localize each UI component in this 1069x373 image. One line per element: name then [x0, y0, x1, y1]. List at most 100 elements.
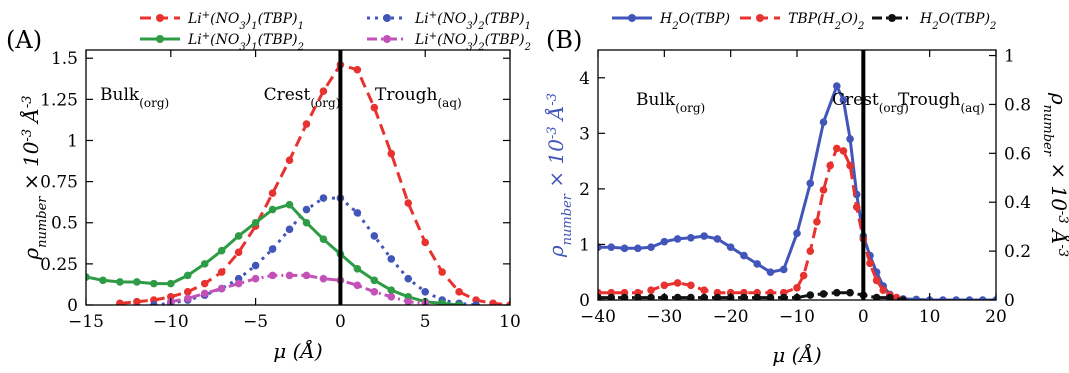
data-point	[700, 293, 708, 300]
x-tick-label: 10	[499, 312, 521, 332]
legend-label-part: H	[919, 11, 933, 27]
legend-label-part: )	[472, 32, 478, 48]
x-tick-label: −40	[580, 307, 616, 327]
legend-label-part: (TBP)	[485, 11, 525, 27]
annotation-base: Crest	[832, 90, 879, 110]
region-annotation: Trough(aq)	[898, 90, 985, 115]
data-point	[793, 229, 801, 238]
data-point	[268, 271, 277, 280]
data-point	[319, 274, 328, 283]
data-point	[779, 265, 788, 274]
data-point	[700, 232, 708, 240]
data-point	[753, 293, 761, 300]
data-point	[806, 247, 815, 255]
data-point	[978, 296, 987, 300]
data-point	[353, 281, 362, 290]
legend-label-part: (NO	[210, 11, 240, 27]
data-point	[647, 286, 655, 295]
data-point	[726, 243, 735, 252]
legend-label-part: (TBP)	[485, 32, 525, 48]
data-point	[647, 293, 655, 300]
legend-marker	[756, 14, 764, 22]
legend-label-part: +	[202, 10, 210, 21]
data-point	[387, 286, 396, 294]
label-part: 10	[1047, 185, 1069, 211]
data-point	[438, 299, 446, 305]
legend-label-part: Li	[187, 32, 202, 48]
series-line-1	[153, 196, 477, 305]
series-line-1	[598, 146, 904, 300]
data-point	[846, 135, 854, 143]
series-line-0	[598, 84, 996, 300]
label-part: number	[1041, 105, 1056, 157]
data-point	[607, 243, 616, 252]
data-point	[285, 156, 294, 165]
label-part: number	[35, 196, 50, 248]
label-part: 10	[544, 139, 568, 165]
series-line-3	[170, 273, 426, 305]
data-point	[217, 246, 226, 255]
data-point	[740, 293, 748, 300]
data-point	[455, 288, 463, 296]
data-point	[404, 297, 413, 305]
legend-label-part: O)	[841, 11, 858, 27]
legend-label-part: 3	[466, 21, 472, 32]
label-part: Å	[18, 108, 43, 129]
data-point	[713, 293, 722, 300]
data-point	[634, 293, 642, 300]
region-annotation: Trough(aq)	[375, 85, 462, 110]
legend-label-part: H	[659, 11, 673, 27]
region-annotation: Crest(org)	[832, 90, 909, 115]
legend-label: TBP(H2O)2	[788, 11, 864, 32]
data-point	[833, 144, 841, 153]
data-point	[302, 205, 311, 214]
y-tick-right-label: 1	[1004, 47, 1015, 67]
data-point	[992, 296, 996, 300]
legend-label-part: 2	[297, 42, 304, 53]
y-tick-right-label: 0.4	[1004, 193, 1031, 213]
data-point	[150, 301, 158, 305]
data-point	[826, 161, 834, 170]
annotation-base: Bulk	[100, 85, 140, 105]
data-point	[116, 299, 124, 305]
data-point	[421, 238, 430, 247]
label-part: Å	[1047, 224, 1069, 245]
label-part: -3	[20, 129, 35, 142]
region-annotation: Bulk(org)	[100, 85, 169, 110]
data-point	[387, 292, 396, 301]
y-tick-right-label: 0.2	[1004, 242, 1031, 262]
data-point	[200, 289, 209, 298]
data-point	[319, 87, 328, 95]
y-axis-label: ρnumber × 10-3 Å-3	[543, 93, 575, 258]
data-point	[819, 186, 828, 194]
data-point	[866, 259, 874, 268]
x-axis-label: μ (Å)	[273, 338, 322, 363]
data-point	[353, 265, 362, 273]
legend-label-part: +	[429, 31, 437, 42]
legend-label-part: 1	[251, 42, 257, 53]
data-point	[598, 293, 602, 300]
legend-label-part: O(TBP)	[679, 11, 730, 27]
x-tick-label: −15	[68, 312, 104, 332]
y-tick-label: 1.25	[40, 90, 78, 110]
legend-label-part: 2	[834, 21, 841, 32]
data-point	[819, 290, 828, 298]
legend-label-part: 1	[525, 21, 531, 32]
annotation-sub: (aq)	[437, 96, 461, 110]
data-point	[251, 261, 260, 270]
legend-marker	[156, 14, 164, 22]
data-point	[846, 161, 854, 170]
data-point	[319, 194, 328, 202]
legend: H2O(TBP) TBP(H2O)2 H2O(TBP)2	[612, 11, 996, 32]
legend-marker	[383, 14, 391, 22]
data-point	[819, 118, 828, 127]
data-point	[370, 276, 379, 285]
legend-label-part: Li	[414, 11, 429, 27]
legend-label-part: 2	[931, 21, 938, 32]
data-point	[217, 284, 226, 293]
data-point	[353, 209, 362, 217]
x-tick-label: 5	[420, 312, 431, 332]
data-point	[217, 268, 226, 276]
series-line-2	[86, 203, 460, 305]
legend-label-part: 2	[857, 21, 864, 32]
